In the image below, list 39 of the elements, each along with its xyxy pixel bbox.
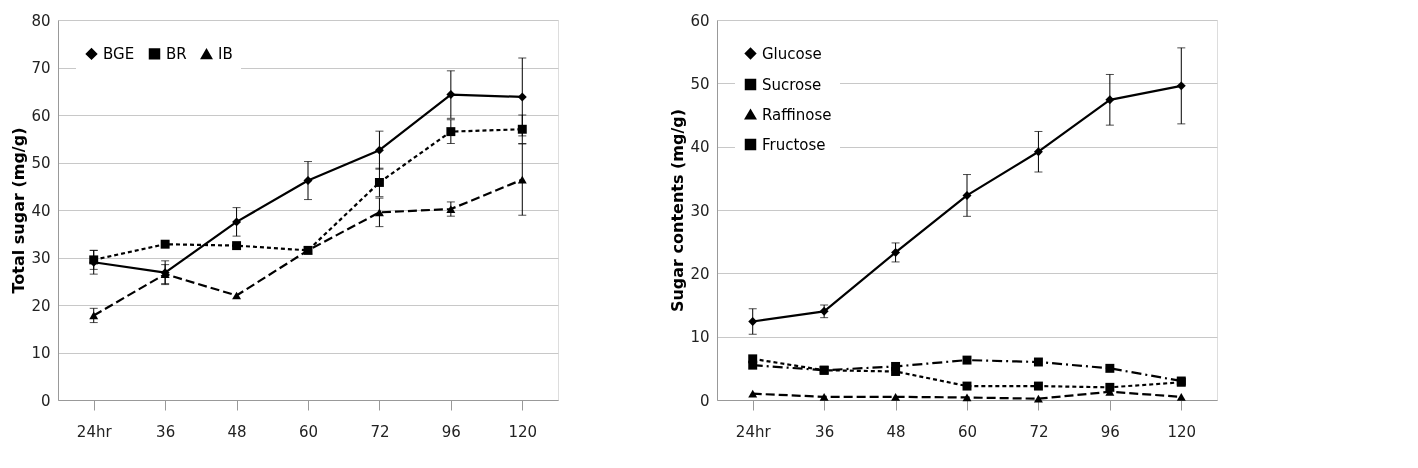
y-tick-label: 10 — [690, 328, 710, 347]
y-tick-label: 10 — [31, 344, 51, 362]
x-tick-label: 48 — [227, 422, 247, 441]
y-tick-label: 50 — [31, 154, 51, 172]
x-tick-label: 48 — [886, 422, 906, 441]
legend-label: Glucose — [762, 44, 822, 63]
x-tick-label: 36 — [156, 422, 176, 441]
x-tick-label: 24hr — [735, 422, 772, 441]
y-tick-label: 0 — [40, 391, 51, 410]
y-tick-label: 30 — [31, 249, 51, 267]
x-tick-label: 96 — [441, 422, 461, 441]
x-tick-label: 72 — [1029, 422, 1049, 441]
x-tick-label: 24hr — [76, 422, 113, 441]
y-tick-label: 40 — [31, 201, 51, 220]
y-tick-label: 20 — [31, 296, 51, 315]
legend-label: Fructose — [762, 135, 826, 154]
y-tick-label: 70 — [31, 59, 51, 77]
x-tick-label: 60 — [957, 422, 978, 441]
y-tick-label: 50 — [690, 74, 710, 93]
x-tick-label: 120 — [508, 422, 538, 441]
y-tick-label: 80 — [31, 11, 51, 30]
legend-label: BGE — [103, 44, 135, 63]
x-tick-label: 60 — [298, 422, 319, 441]
x-tick-label: 72 — [370, 422, 390, 441]
y-tick-label: 0 — [699, 391, 710, 410]
legend-label: IB — [218, 45, 233, 64]
y-axis-title: Sugar contents (mg/g) — [668, 108, 688, 313]
legend-label: Raffinose — [762, 105, 832, 124]
x-tick-label: 36 — [815, 422, 835, 441]
y-tick-label: 20 — [690, 264, 710, 283]
y-tick-label: 60 — [690, 11, 710, 30]
y-tick-label: 60 — [31, 106, 51, 125]
x-tick-label: 96 — [1100, 422, 1120, 441]
y-tick-label: 40 — [690, 138, 710, 157]
x-tick-label: 120 — [1167, 422, 1197, 441]
legend-label: BR — [166, 44, 187, 63]
legend-label: Sucrose — [762, 75, 822, 94]
y-tick-label: 30 — [690, 201, 710, 220]
y-axis-title: Total sugar (mg/g) — [9, 127, 29, 294]
